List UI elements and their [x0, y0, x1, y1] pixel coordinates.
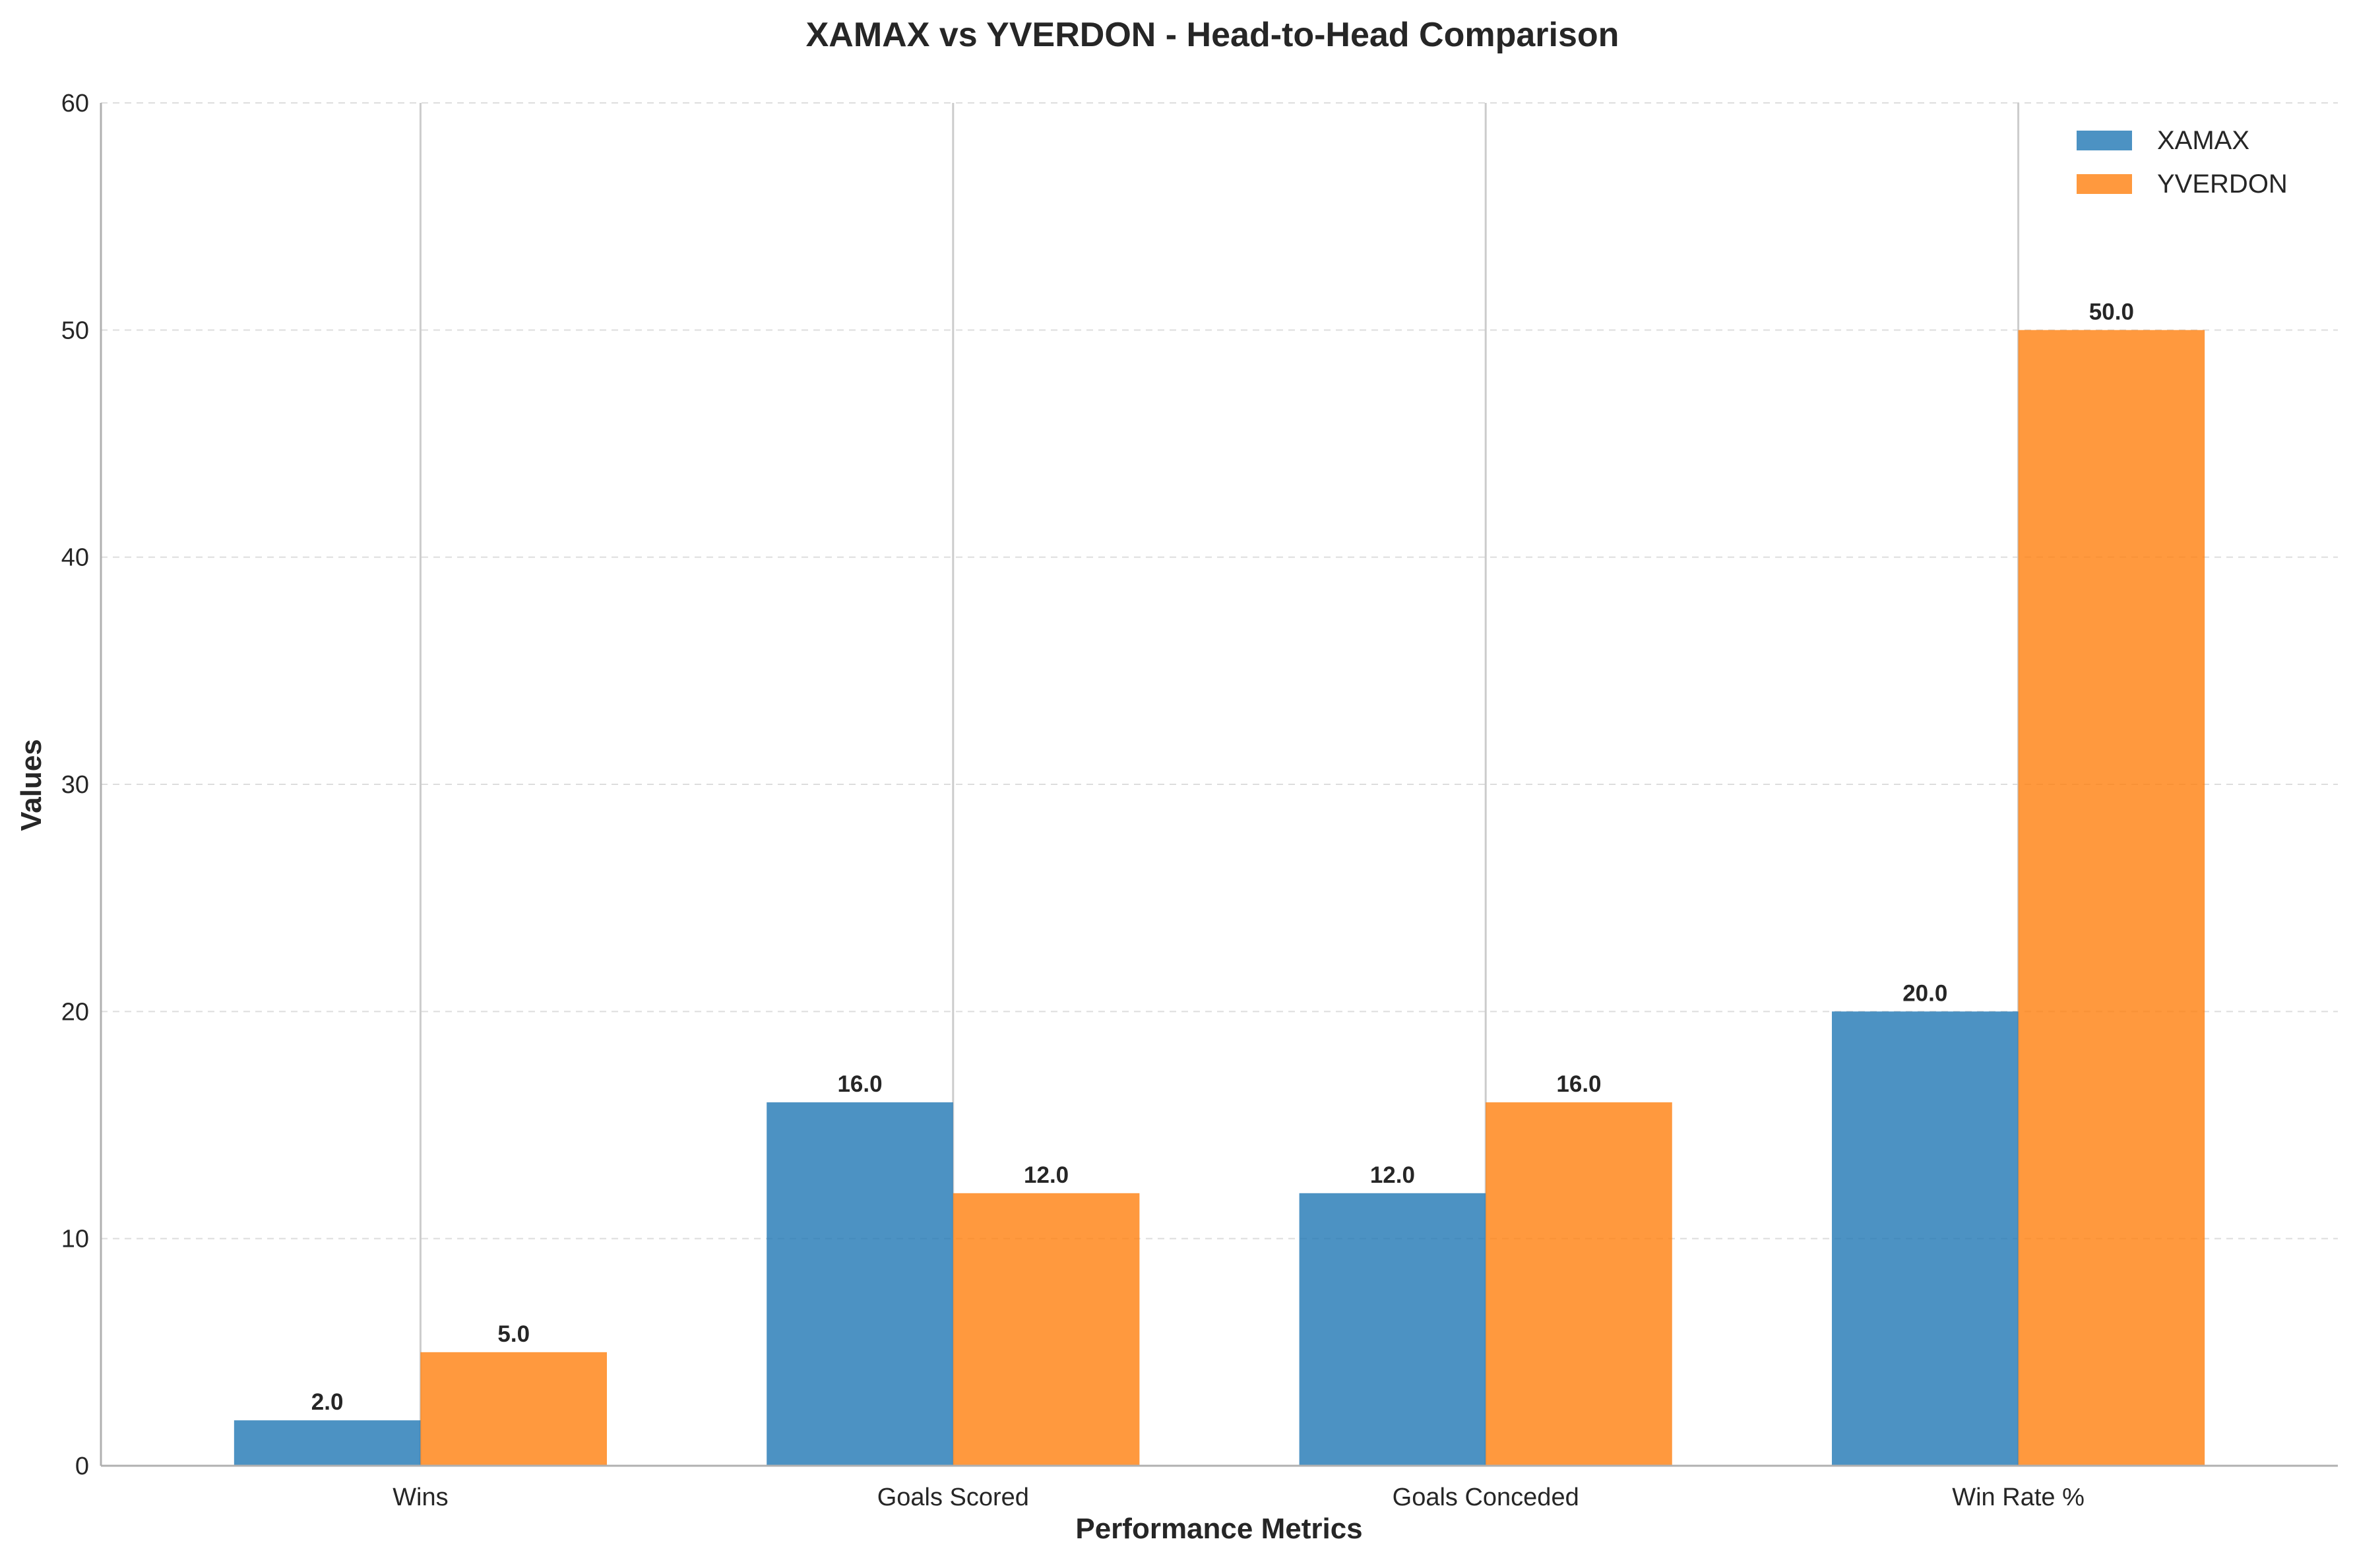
value-label-yverdon-0: 5.0	[497, 1321, 530, 1347]
y-axis-title: Values	[15, 739, 47, 831]
bars-layer	[234, 330, 2205, 1466]
y-tick-label: 20	[61, 998, 89, 1026]
chart-title: XAMAX vs YVERDON - Head-to-Head Comparis…	[806, 16, 1619, 54]
value-label-yverdon-1: 12.0	[1024, 1162, 1069, 1188]
x-tick-label: Goals Conceded	[1393, 1484, 1579, 1511]
y-tick-label: 40	[61, 544, 89, 572]
legend-label-xamax: XAMAX	[2157, 126, 2249, 155]
bar-yverdon-2	[1486, 1102, 1672, 1466]
value-label-xamax-1: 16.0	[837, 1071, 882, 1097]
legend-swatch-yverdon	[2077, 174, 2132, 194]
bar-xamax-3	[1831, 1011, 2019, 1466]
bar-xamax-1	[767, 1102, 953, 1466]
bar-yverdon-3	[2018, 330, 2205, 1466]
bar-yverdon-1	[953, 1193, 1140, 1466]
legend-swatch-xamax	[2077, 131, 2132, 150]
value-label-xamax-3: 20.0	[1902, 980, 1947, 1006]
x-tick-label: Win Rate %	[1952, 1484, 2085, 1511]
value-label-xamax-2: 12.0	[1370, 1162, 1415, 1188]
y-tick-label: 30	[61, 771, 89, 799]
labels-layer: 2.0 16.0 12.0 20.0 5.0 12.0 16.0 50.0	[311, 299, 2134, 1415]
y-tick-label: 60	[61, 90, 89, 117]
value-label-yverdon-3: 50.0	[2089, 299, 2134, 325]
x-tick-label: Goals Scored	[877, 1484, 1029, 1511]
bar-xamax-0	[234, 1420, 421, 1466]
value-label-yverdon-2: 16.0	[1556, 1071, 1601, 1097]
x-axis-title: Performance Metrics	[1075, 1513, 1362, 1545]
y-tick-label: 0	[75, 1453, 89, 1480]
axes-layer: 0 10 20 30 40 50 60 Wins Goals Scored Goals Conce…	[61, 90, 2338, 1511]
y-tick-label: 50	[61, 317, 89, 344]
bar-xamax-2	[1299, 1193, 1486, 1466]
value-label-xamax-0: 2.0	[311, 1389, 344, 1415]
x-tick-label: Wins	[392, 1484, 448, 1511]
y-tick-label: 10	[61, 1226, 89, 1253]
bar-yverdon-0	[420, 1352, 608, 1466]
legend: XAMAX YVERDON	[2077, 126, 2288, 199]
legend-label-yverdon: YVERDON	[2157, 170, 2288, 199]
